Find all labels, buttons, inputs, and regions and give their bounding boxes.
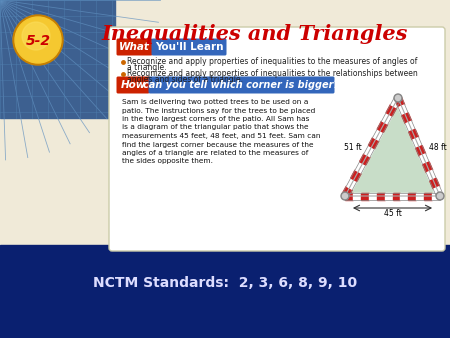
Bar (0, 0, 115, 118)
Polygon shape (364, 145, 374, 157)
Polygon shape (391, 96, 401, 108)
Text: the sides opposite them.: the sides opposite them. (122, 159, 213, 165)
Polygon shape (409, 129, 419, 140)
Text: angles of a triangle are related to the measures of: angles of a triangle are related to the … (122, 150, 308, 156)
Text: NCTM Standards:  2, 3, 6, 8, 9, 10: NCTM Standards: 2, 3, 6, 8, 9, 10 (93, 276, 357, 290)
Polygon shape (360, 153, 370, 165)
FancyBboxPatch shape (152, 39, 226, 55)
Circle shape (436, 192, 444, 200)
Polygon shape (377, 121, 388, 132)
Text: Recognize and apply properties of inequalities to the measures of angles of: Recognize and apply properties of inequa… (127, 56, 418, 66)
Polygon shape (416, 146, 426, 156)
Polygon shape (424, 193, 432, 199)
Polygon shape (398, 105, 408, 116)
Text: What: What (118, 42, 149, 52)
Polygon shape (395, 97, 405, 107)
Circle shape (437, 193, 442, 198)
Circle shape (15, 17, 61, 63)
Polygon shape (416, 193, 424, 199)
Circle shape (13, 15, 63, 65)
Text: a triangle.: a triangle. (127, 63, 166, 72)
Text: Sam is delivering two potted trees to be used on a: Sam is delivering two potted trees to be… (122, 99, 308, 105)
Circle shape (22, 22, 50, 50)
Text: is a diagram of the triangular patio that shows the: is a diagram of the triangular patio tha… (122, 124, 309, 130)
Circle shape (341, 192, 349, 200)
Polygon shape (392, 193, 400, 199)
Polygon shape (361, 193, 369, 199)
Polygon shape (345, 98, 440, 196)
Polygon shape (408, 193, 416, 199)
Circle shape (396, 96, 400, 100)
Polygon shape (351, 170, 361, 181)
Polygon shape (373, 129, 383, 141)
Polygon shape (382, 113, 392, 124)
Bar (0, 245, 450, 338)
Circle shape (342, 193, 347, 198)
Polygon shape (412, 138, 422, 148)
FancyBboxPatch shape (117, 76, 149, 94)
Polygon shape (345, 193, 353, 199)
Polygon shape (430, 178, 440, 189)
Polygon shape (433, 187, 443, 197)
Text: How: How (120, 80, 146, 90)
FancyBboxPatch shape (148, 76, 334, 94)
Polygon shape (369, 193, 377, 199)
FancyBboxPatch shape (117, 39, 153, 55)
Polygon shape (426, 170, 436, 181)
Text: patio. The instructions say for the trees to be placed: patio. The instructions say for the tree… (122, 107, 315, 114)
Polygon shape (402, 113, 412, 124)
Polygon shape (342, 186, 352, 198)
Polygon shape (355, 162, 366, 173)
Text: 48 ft: 48 ft (429, 143, 447, 151)
FancyBboxPatch shape (109, 27, 445, 251)
Text: Recognize and apply properties of inequalities to the relationships between: Recognize and apply properties of inequa… (127, 69, 418, 77)
Text: angles and sides of a triangle.: angles and sides of a triangle. (127, 74, 243, 83)
Polygon shape (405, 121, 415, 132)
Polygon shape (369, 137, 379, 149)
Polygon shape (353, 193, 361, 199)
Polygon shape (400, 193, 408, 199)
Polygon shape (346, 178, 357, 190)
Text: 45 ft: 45 ft (383, 210, 401, 218)
Text: can you tell which corner is bigger?: can you tell which corner is bigger? (143, 80, 339, 90)
Circle shape (394, 94, 402, 102)
Text: find the largest corner because the measures of the: find the largest corner because the meas… (122, 142, 314, 147)
Polygon shape (419, 154, 429, 165)
Polygon shape (423, 162, 433, 173)
Text: in the two largest corners of the patio. All Sam has: in the two largest corners of the patio.… (122, 116, 310, 122)
Polygon shape (385, 193, 392, 199)
Text: You'll Learn: You'll Learn (155, 42, 223, 52)
Polygon shape (432, 193, 440, 199)
Text: 5-2: 5-2 (26, 34, 50, 48)
Text: 51 ft: 51 ft (344, 143, 361, 151)
Polygon shape (386, 104, 396, 116)
Text: Inequalities and Triangles: Inequalities and Triangles (102, 24, 408, 44)
Polygon shape (377, 193, 385, 199)
Text: measurements 45 feet, 48 feet, and 51 feet. Sam can: measurements 45 feet, 48 feet, and 51 fe… (122, 133, 320, 139)
